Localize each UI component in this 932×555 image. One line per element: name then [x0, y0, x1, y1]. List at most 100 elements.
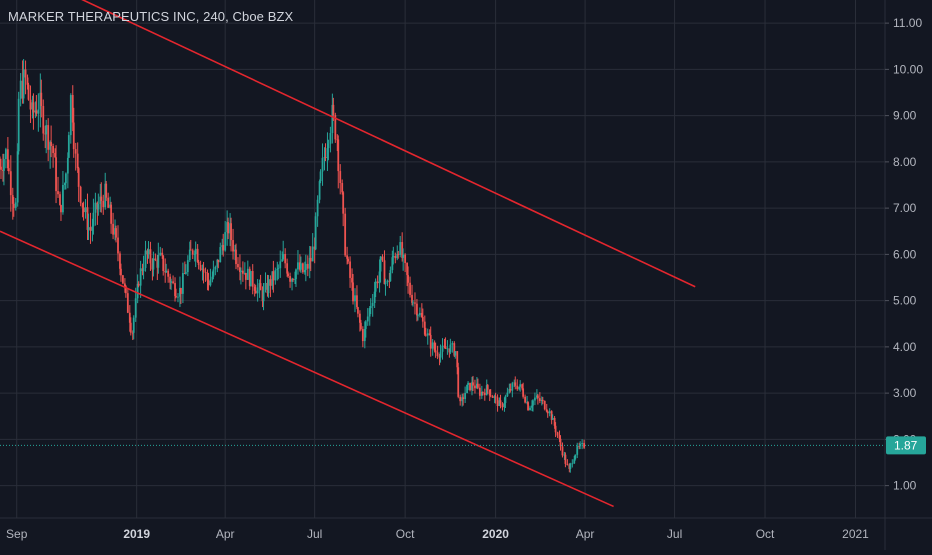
- candle-body: [469, 382, 471, 391]
- candle-body: [446, 348, 449, 350]
- candle-body: [564, 454, 567, 464]
- candle-body: [249, 271, 252, 287]
- candle-body: [26, 77, 29, 85]
- candle-body: [7, 168, 10, 172]
- candle-body: [259, 283, 262, 291]
- candle-body: [300, 263, 302, 270]
- candle-body: [313, 246, 316, 250]
- candle-body: [368, 308, 371, 317]
- candle-body: [128, 312, 131, 323]
- candle-body: [531, 405, 533, 408]
- candle-body: [274, 270, 277, 281]
- candle-body: [409, 282, 411, 295]
- candle-body: [459, 396, 462, 402]
- candle-body: [384, 282, 387, 285]
- candle-body: [376, 281, 379, 284]
- candle-body: [57, 191, 59, 195]
- candle-body: [434, 350, 437, 353]
- candle-body: [354, 295, 356, 302]
- candle-body: [356, 295, 358, 308]
- candle-body: [364, 321, 367, 329]
- time-tick-label: Oct: [396, 527, 415, 541]
- candle-body: [35, 110, 38, 114]
- candle-body: [536, 395, 538, 398]
- candle-body: [519, 384, 522, 387]
- candle-body: [308, 257, 311, 269]
- candle-body: [439, 351, 442, 358]
- candle-body: [412, 302, 414, 304]
- candle-body: [429, 335, 432, 349]
- candle-body: [50, 142, 53, 147]
- candle-body: [44, 133, 47, 135]
- candle-body: [471, 382, 473, 391]
- candle-body: [199, 265, 202, 270]
- candle-body: [184, 272, 187, 274]
- candle-body: [543, 400, 546, 410]
- candle-body: [17, 98, 20, 152]
- candle-body: [295, 269, 297, 280]
- candle-body: [448, 348, 451, 353]
- candle-body: [386, 280, 389, 283]
- candle-body: [42, 105, 45, 134]
- candle-body: [227, 222, 230, 234]
- candle-body: [566, 463, 569, 466]
- price-tick-label: 9.00: [893, 109, 917, 123]
- candle-body: [571, 463, 574, 465]
- candle-body: [379, 256, 382, 272]
- candle-body: [47, 125, 50, 150]
- candle-body: [324, 157, 327, 159]
- candle-body: [237, 264, 239, 268]
- candle-body: [119, 253, 121, 269]
- candle-body: [3, 159, 5, 171]
- candle-body: [583, 443, 585, 448]
- candle-body: [102, 200, 105, 208]
- candle-body: [316, 199, 319, 217]
- time-axis[interactable]: Sep 2019 Apr Jul Oct 2020 Apr Jul Oct 2021: [6, 527, 869, 541]
- candle-body: [253, 286, 256, 291]
- trendlines[interactable]: [0, 0, 696, 508]
- candle-body: [64, 173, 67, 184]
- candle-body: [339, 171, 342, 183]
- price-tick-label: 11.00: [893, 16, 922, 30]
- price-tick-label: 8.00: [893, 155, 917, 169]
- candle-body: [77, 168, 80, 187]
- trendline-upper[interactable]: [0, 0, 696, 288]
- candle-body: [314, 216, 317, 250]
- candle-body: [0, 166, 2, 170]
- candle-body: [538, 398, 541, 401]
- candle-body: [481, 391, 484, 393]
- candle-body: [169, 276, 172, 283]
- price-axis[interactable]: 1.002.003.004.005.006.007.008.009.0010.0…: [885, 16, 926, 493]
- candle-body: [74, 149, 77, 154]
- candle-body: [342, 192, 345, 214]
- candle-body: [337, 139, 340, 172]
- candle-body: [514, 382, 517, 386]
- candle-body: [346, 255, 349, 259]
- candle-body: [239, 267, 241, 273]
- candle-body: [581, 443, 584, 445]
- candle-body: [282, 254, 285, 260]
- candle-body: [579, 444, 582, 447]
- candle-body: [194, 248, 197, 255]
- candle-body: [281, 259, 284, 262]
- candle-body: [351, 277, 353, 283]
- candle-body: [569, 463, 572, 469]
- candle-body: [129, 322, 132, 333]
- candle-body: [289, 276, 291, 282]
- candle-body: [197, 261, 200, 266]
- time-tick-label: Apr: [576, 527, 595, 541]
- time-tick-label: Jul: [307, 527, 322, 541]
- candle-body: [267, 279, 270, 294]
- candle-body: [483, 392, 486, 396]
- candle-body: [96, 202, 99, 210]
- candle-body: [276, 268, 279, 271]
- candle-body: [558, 435, 561, 439]
- candle-body: [49, 142, 52, 150]
- candle-body: [149, 249, 152, 264]
- candle-body: [100, 196, 103, 201]
- trendline-lower[interactable]: [0, 230, 614, 508]
- candle-body: [12, 203, 15, 208]
- candle-body: [318, 181, 321, 200]
